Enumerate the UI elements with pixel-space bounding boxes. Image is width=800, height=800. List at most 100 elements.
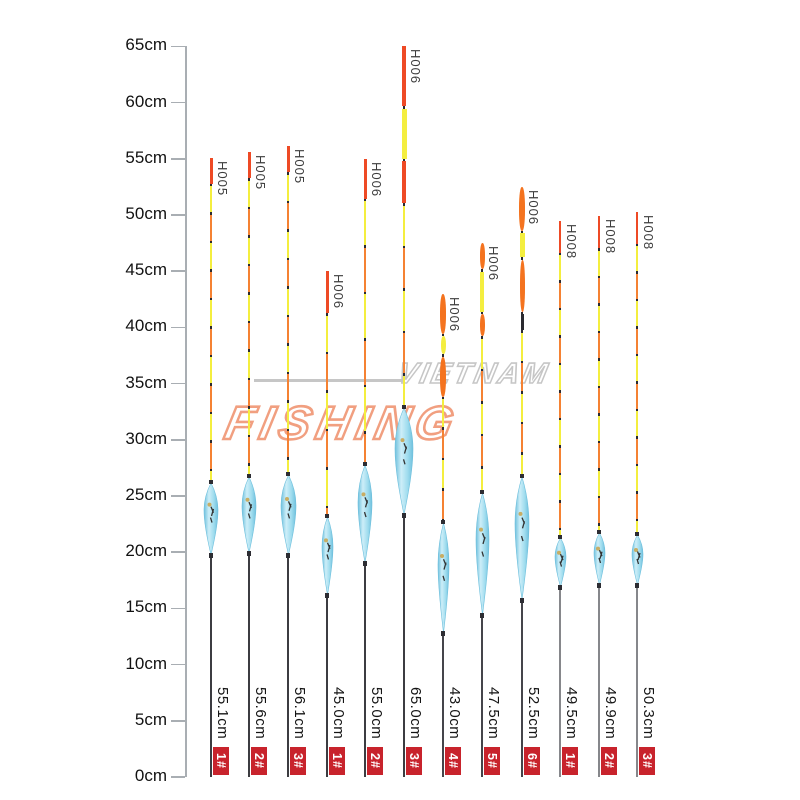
antenna-segment (597, 440, 601, 444)
ruler-tick-label: 20cm (125, 541, 167, 561)
float-stem (325, 595, 329, 777)
antenna-segment (286, 457, 290, 460)
antenna-segment (247, 463, 251, 466)
antenna-segment (597, 333, 601, 359)
antenna-segment (520, 311, 524, 315)
ruler-tick-label: 45cm (125, 260, 167, 280)
float-size-badge: 5# (484, 747, 500, 775)
antenna-segment (597, 523, 601, 526)
antenna-segment (441, 427, 445, 430)
antenna-segment (209, 269, 213, 272)
antenna-segment (402, 245, 406, 249)
float-body (357, 464, 373, 564)
ruler-tick (171, 607, 185, 610)
body-calligraphy-mark (480, 533, 486, 557)
body-collar-top (520, 474, 524, 478)
antenna-segment (597, 360, 601, 386)
antenna-segment (441, 490, 445, 519)
antenna-segment (325, 351, 329, 355)
antenna-segment (635, 381, 639, 384)
float-body (554, 537, 566, 588)
body-collar-top (441, 520, 445, 524)
body-calligraphy-mark (402, 443, 408, 465)
antenna-segment (286, 257, 290, 261)
antenna-segment (635, 243, 639, 247)
float-body (475, 491, 489, 616)
antenna-segment (247, 152, 251, 179)
ruler-tick-label: 25cm (125, 485, 167, 504)
antenna-segment (325, 469, 329, 506)
antenna-segment (247, 235, 251, 238)
antenna-segment (441, 518, 445, 522)
body-collar-top (247, 474, 251, 478)
antenna-segment (209, 297, 213, 301)
ruler-tick (171, 158, 185, 160)
body-calligraphy-mark (520, 517, 526, 542)
float-size-badge-text: 2# (602, 753, 616, 769)
antenna-segment (520, 421, 524, 425)
antenna-segment (286, 314, 290, 318)
float-model-label: H005 (292, 149, 307, 185)
float-model-label: H006 (408, 49, 423, 85)
antenna-segment (558, 390, 562, 393)
antenna-segment (363, 247, 367, 292)
antenna-segment (480, 311, 484, 315)
antenna-segment (247, 294, 251, 321)
body-collar-bottom (363, 561, 367, 566)
antenna-segment (480, 269, 484, 272)
float-stem (520, 600, 524, 777)
antenna-segment (479, 271, 485, 312)
antenna-segment (597, 385, 601, 389)
antenna-segment (635, 273, 639, 299)
body-logo-icon (245, 497, 250, 502)
antenna-segment (480, 466, 484, 469)
antenna-segment (247, 406, 251, 409)
antenna-segment (635, 326, 639, 329)
antenna-segment (286, 431, 290, 458)
ruler-tick-label: 15cm (125, 597, 167, 617)
float-model-label: H008 (564, 223, 579, 259)
body-collar-bottom (209, 553, 213, 558)
antenna-segment (325, 431, 329, 468)
antenna-segment (558, 392, 562, 418)
antenna-segment (635, 493, 639, 519)
antenna-segment (286, 345, 290, 372)
body-collar-bottom (480, 613, 484, 618)
antenna-segment (402, 248, 406, 289)
float-model-label: H005 (253, 155, 268, 191)
body-collar-bottom (520, 598, 524, 603)
float-antenna (517, 186, 527, 477)
antenna-segment (597, 358, 601, 361)
antenna-segment (247, 180, 251, 207)
antenna-segment (635, 301, 639, 327)
body-collar-top (635, 532, 639, 536)
antenna-segment (635, 463, 639, 467)
antenna-segment (558, 417, 562, 421)
float-size-badge: 1# (329, 747, 345, 775)
float-body (631, 534, 643, 586)
antenna-segment (363, 245, 367, 248)
antenna-segment (209, 243, 213, 270)
antenna-segment (247, 349, 251, 352)
float-body (241, 476, 257, 554)
antenna-segment (635, 491, 639, 494)
antenna-segment (209, 354, 213, 358)
antenna-segment (209, 468, 213, 472)
antenna-segment (286, 229, 290, 232)
antenna-segment (286, 146, 290, 173)
watermark-line (254, 379, 404, 382)
float-size-badge: 6# (524, 747, 540, 775)
antenna-segment (363, 201, 367, 246)
antenna-segment (519, 186, 525, 231)
antenna-segment (209, 357, 213, 384)
antenna-segment (441, 457, 445, 461)
ruler-tick (171, 776, 185, 778)
float-stem (597, 585, 601, 777)
antenna-segment (635, 408, 639, 412)
antenna-segment (401, 46, 407, 107)
float-stem (441, 633, 445, 777)
body-logo-icon (323, 538, 328, 543)
body-logo-icon (518, 511, 523, 516)
antenna-segment (363, 294, 367, 339)
